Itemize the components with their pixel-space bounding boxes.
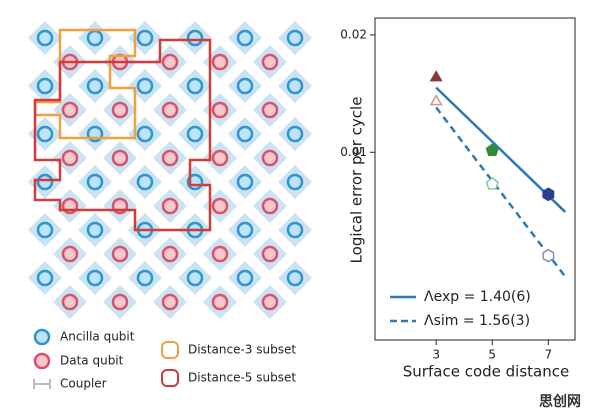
data-point — [429, 94, 443, 106]
legend-d5: Distance-5 subset — [188, 371, 296, 385]
ancilla-qubit — [186, 269, 204, 287]
distance-3-outline — [33, 28, 137, 140]
ancilla-qubit — [36, 221, 54, 239]
ancilla-qubit — [36, 269, 54, 287]
ancilla-qubit — [286, 221, 304, 239]
lattice — [28, 21, 312, 319]
legend-label: Λsim = 1.56(3) — [424, 313, 530, 329]
ancilla-qubit — [136, 173, 154, 191]
ancilla-qubit — [286, 77, 304, 95]
data-point — [485, 177, 499, 190]
data-qubit — [61, 149, 79, 167]
ancilla-qubit — [86, 221, 104, 239]
plot-frame — [374, 17, 576, 341]
ancilla-qubit — [236, 173, 254, 191]
data-qubit — [211, 149, 229, 167]
ancilla-qubit — [86, 29, 104, 47]
data-qubit — [261, 149, 279, 167]
data-qubit — [161, 101, 179, 119]
ancilla-qubit — [286, 29, 304, 47]
data-qubit — [211, 197, 229, 215]
distance-5-outline — [33, 38, 212, 232]
y-tick-label: 0.02 — [340, 27, 367, 41]
x-tick-label: 3 — [432, 348, 440, 362]
y-axis-label: Logical error per cycle — [348, 97, 366, 264]
data-qubit — [161, 149, 179, 167]
ancilla-qubit — [186, 29, 204, 47]
data-point — [542, 187, 555, 202]
data-qubit — [211, 245, 229, 263]
data-qubit — [61, 245, 79, 263]
data-qubit — [261, 197, 279, 215]
legend-ancilla-icon — [33, 328, 51, 346]
data-qubit — [261, 293, 279, 311]
ancilla-qubit — [286, 173, 304, 191]
ancilla-qubit — [286, 269, 304, 287]
legend-data-icon — [33, 352, 51, 370]
ancilla-qubit — [236, 29, 254, 47]
ancilla-qubit — [36, 173, 54, 191]
x-tick-label: 7 — [545, 348, 553, 362]
legend-d3-icon — [161, 341, 179, 359]
x-axis-label: Surface code distance — [403, 363, 569, 381]
legend-coupler-icon — [33, 379, 51, 389]
data-point — [542, 248, 555, 263]
ancilla-qubit — [136, 125, 154, 143]
data-qubit — [111, 245, 129, 263]
legend-ancilla: Ancilla qubit — [60, 330, 135, 344]
ancilla-qubit — [86, 173, 104, 191]
ancilla-qubit — [186, 125, 204, 143]
legend-d5-icon — [161, 369, 179, 387]
ancilla-qubit — [86, 269, 104, 287]
legend-label: Λexp = 1.40(6) — [424, 289, 531, 305]
ancilla-qubit — [136, 29, 154, 47]
ancilla-qubit — [286, 125, 304, 143]
ancilla-qubit — [136, 77, 154, 95]
data-qubit — [211, 293, 229, 311]
data-qubit — [211, 53, 229, 71]
ancilla-qubit — [236, 221, 254, 239]
data-qubit — [161, 245, 179, 263]
x-tick-label: 5 — [488, 348, 496, 362]
data-qubit — [261, 101, 279, 119]
legend-d3: Distance-3 subset — [188, 343, 296, 357]
legend-data: Data qubit — [60, 354, 124, 368]
data-qubit — [61, 101, 79, 119]
legend-coupler: Coupler — [60, 377, 107, 391]
data-qubit — [211, 101, 229, 119]
data-point — [429, 70, 443, 82]
data-qubit — [161, 197, 179, 215]
data-qubit — [111, 293, 129, 311]
data-qubit — [61, 293, 79, 311]
ancilla-qubit — [36, 125, 54, 143]
data-qubit — [261, 53, 279, 71]
ancilla-qubit — [186, 77, 204, 95]
data-qubit — [161, 53, 179, 71]
watermark: 思创网 — [539, 393, 581, 410]
ancilla-qubit — [86, 77, 104, 95]
ancilla-qubit — [236, 77, 254, 95]
ancilla-qubit — [236, 269, 254, 287]
ancilla-qubit — [136, 269, 154, 287]
data-point — [485, 143, 499, 157]
y-tick-label: 0.01 — [340, 145, 367, 159]
data-qubit — [161, 293, 179, 311]
data-qubit — [111, 149, 129, 167]
ancilla-qubit — [236, 125, 254, 143]
data-qubit — [261, 245, 279, 263]
ancilla-qubit — [36, 29, 54, 47]
ancilla-qubit — [36, 77, 54, 95]
data-qubit — [111, 101, 129, 119]
